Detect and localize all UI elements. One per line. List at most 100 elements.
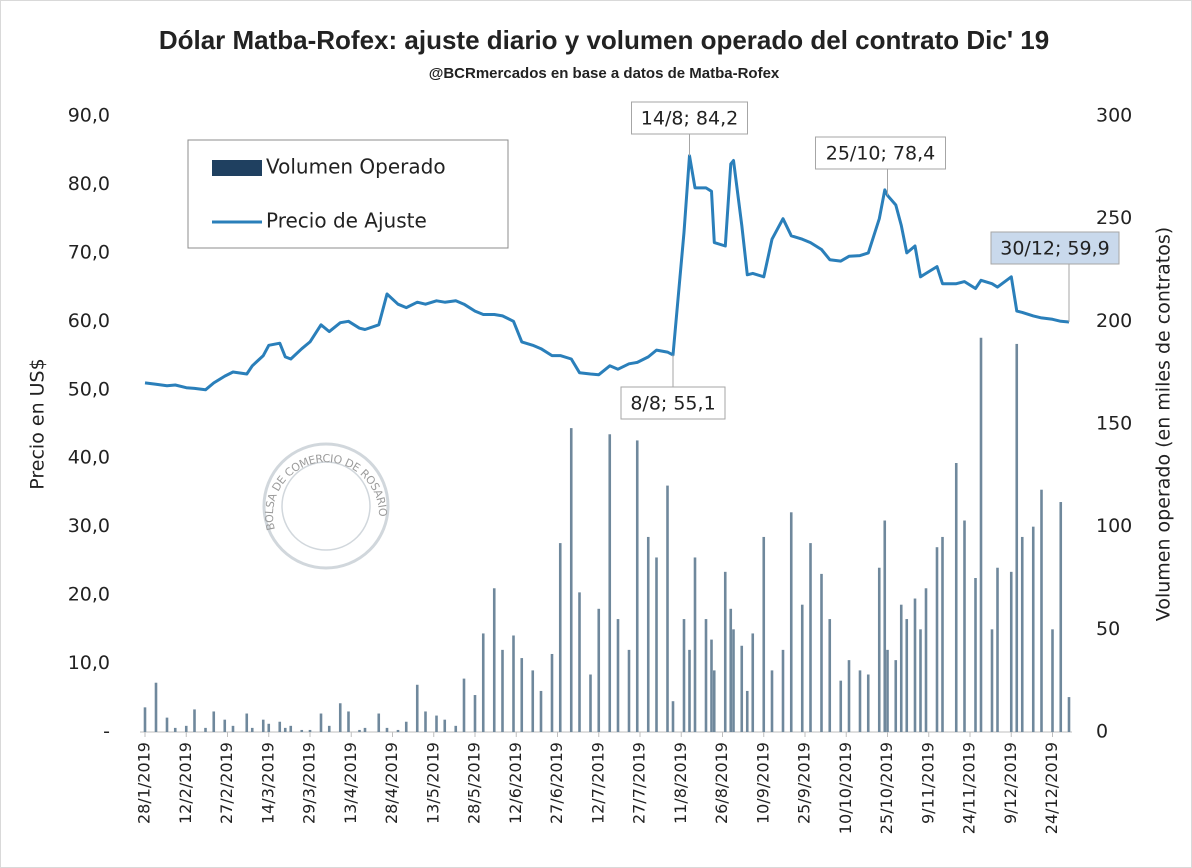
y-tick-label: 80,0 (68, 173, 110, 195)
volume-bar (396, 729, 400, 732)
volume-bar (712, 670, 716, 732)
volume-bar (212, 711, 216, 732)
volume-bar (377, 713, 381, 732)
volume-bar (996, 567, 999, 732)
volume-bar (1009, 571, 1013, 732)
volume-bar (424, 711, 427, 732)
volume-bar (165, 717, 169, 732)
volume-bar (1031, 526, 1035, 732)
legend-swatch (212, 160, 262, 176)
volume-bar (173, 727, 177, 732)
volume-bar (847, 660, 851, 732)
x-tick-label: 28/1/2019 (135, 742, 154, 824)
volume-bar (245, 713, 249, 732)
y-tick-label: 40,0 (68, 447, 110, 469)
annotation-label: 30/12; 59,9 (1000, 238, 1110, 260)
annotation-box (620, 386, 726, 420)
volume-bar (404, 721, 408, 732)
x-tick-label: 27/7/2019 (630, 742, 649, 824)
volume-bar (193, 709, 196, 732)
y-tick-label: - (103, 721, 110, 743)
x-tick-label: 25/10/2019 (877, 742, 896, 834)
volume-bar (300, 729, 304, 732)
x-tick-label: 9/12/2019 (1001, 742, 1020, 824)
legend-label: Precio de Ajuste (266, 209, 427, 233)
volume-bar (415, 684, 419, 732)
volume-bar (154, 682, 158, 732)
annotation-box (631, 101, 748, 135)
volume-bar (894, 660, 898, 732)
x-tick-label: 27/6/2019 (547, 742, 566, 824)
volume-bar (1015, 343, 1019, 732)
volume-bar (671, 701, 675, 732)
chart-title: Dólar Matba-Rofex: ajuste diario y volum… (159, 25, 1049, 55)
volume-bar (347, 711, 350, 732)
volume-bar (828, 619, 832, 732)
volume-bar (462, 678, 466, 732)
x-tick-label: 24/11/2019 (960, 742, 979, 834)
volume-bar (539, 690, 543, 732)
price-line (144, 154, 1070, 392)
volume-bar (481, 633, 485, 732)
volume-bar (635, 440, 639, 732)
volume-bar (704, 619, 708, 732)
volume-bar (492, 588, 496, 732)
y2-tick-label: 0 (1096, 721, 1108, 743)
y2-tick-label: 200 (1096, 310, 1132, 332)
chart-subtitle: @BCRmercados en base a datos de Matba-Ro… (429, 65, 780, 82)
volume-bar (858, 670, 862, 732)
volume-bar (913, 598, 917, 732)
volume-bar (385, 727, 389, 732)
volume-bar (693, 557, 697, 732)
annotation-box (815, 136, 946, 170)
annotation-label: 14/8; 84,2 (641, 108, 738, 130)
x-tick-label: 9/11/2019 (918, 742, 937, 824)
y-tick-label: 90,0 (68, 105, 110, 127)
x-tick-label: 14/3/2019 (258, 742, 277, 824)
volume-bar (809, 543, 812, 732)
volume-bar (558, 543, 562, 732)
y-tick-label: 50,0 (68, 378, 110, 400)
volume-bar (327, 725, 331, 732)
volume-bar (941, 536, 944, 732)
volume-bar (745, 690, 749, 732)
volume-bar (924, 588, 928, 732)
volume-bar (250, 727, 254, 732)
volume-bar (204, 727, 207, 732)
volume-bar (800, 604, 804, 732)
volume-bar (608, 434, 612, 732)
volume-bar (740, 645, 744, 732)
volume-bar (454, 725, 458, 732)
x-tick-label: 13/5/2019 (423, 742, 442, 824)
volume-bar (184, 725, 188, 732)
volume-bar (883, 520, 887, 732)
x-tick-label: 10/10/2019 (836, 742, 855, 834)
volume-bar (723, 571, 727, 732)
volume-bar (905, 619, 909, 732)
annotation-label: 25/10; 78,4 (826, 143, 936, 165)
volume-bar (655, 557, 658, 732)
volume-bar (886, 649, 889, 732)
x-tick-label: 10/9/2019 (753, 742, 772, 824)
volume-bar (770, 670, 774, 732)
volume-bar (267, 723, 271, 732)
y2-tick-label: 250 (1096, 207, 1132, 229)
volume-bar (789, 512, 793, 732)
volume-bar (729, 608, 733, 732)
volume-bar (1020, 536, 1024, 732)
volume-bar (435, 715, 438, 732)
y2-tick-label: 50 (1096, 618, 1120, 640)
volume-bar (578, 592, 581, 732)
volume-bar (688, 649, 691, 732)
volume-bar (877, 567, 881, 732)
volume-bar (550, 653, 554, 732)
volume-bar (682, 619, 686, 732)
volume-bar (935, 547, 939, 732)
y2-tick-label: 100 (1096, 515, 1132, 537)
y2-axis-label: Volumen operado (en miles de contratos) (1153, 227, 1175, 621)
annotation-box (990, 231, 1120, 265)
volume-bar (589, 674, 592, 732)
x-tick-label: 12/2/2019 (176, 742, 195, 824)
volume-bar (308, 729, 312, 732)
